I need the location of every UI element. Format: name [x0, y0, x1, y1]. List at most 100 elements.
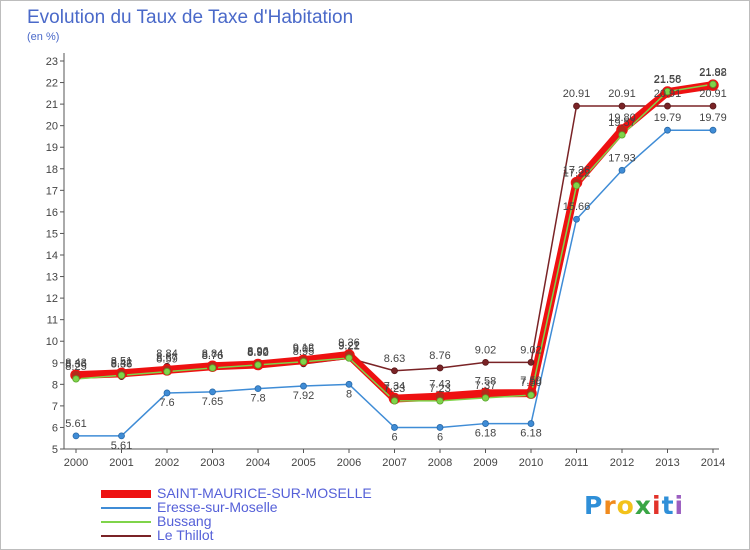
y-tick-label: 7 — [52, 401, 58, 413]
data-label: 8.51 — [111, 355, 132, 367]
legend-swatch — [101, 521, 151, 523]
y-tick-label: 14 — [46, 250, 58, 262]
data-point — [664, 126, 671, 134]
data-point — [709, 102, 717, 110]
data-label: 8.43 — [65, 357, 86, 369]
data-label: 9.05 — [293, 344, 314, 356]
data-label: 7.6 — [159, 397, 174, 409]
data-point — [481, 394, 490, 402]
data-label: 8.76 — [202, 350, 223, 362]
data-label: 20.91 — [563, 88, 591, 100]
data-label: 8.59 — [156, 354, 177, 366]
data-point — [163, 389, 171, 397]
data-label: 7.59 — [520, 375, 541, 387]
data-point — [482, 358, 489, 366]
y-tick-label: 21 — [46, 99, 58, 111]
data-label: 5.61 — [111, 440, 132, 452]
legend-swatch — [101, 507, 151, 509]
data-point — [391, 424, 398, 431]
x-tick-label: 2003 — [200, 457, 224, 469]
legend-swatch — [101, 490, 151, 498]
data-label: 6.18 — [475, 428, 496, 440]
data-point — [709, 80, 717, 88]
data-label: 9.02 — [520, 344, 541, 356]
data-label: 9.02 — [475, 344, 496, 356]
data-point — [663, 88, 672, 96]
data-label: 19.80 — [608, 112, 636, 124]
logo-letter: o — [616, 491, 635, 520]
data-label: 8.96 — [247, 346, 268, 358]
data-label: 8.84 — [202, 348, 223, 360]
data-point — [118, 432, 125, 440]
data-point — [345, 380, 353, 388]
data-label: 7.65 — [202, 396, 223, 408]
data-label: 21.56 — [654, 74, 682, 86]
data-point — [208, 364, 217, 372]
data-point — [482, 420, 489, 427]
y-tick-label: 16 — [46, 207, 58, 219]
data-label: 9.12 — [293, 342, 314, 354]
series-line-3 — [76, 105, 713, 378]
y-tick-label: 13 — [46, 272, 58, 284]
data-label: 8.25 — [65, 361, 86, 373]
data-label: 8 — [346, 388, 352, 400]
data-label: 9.21 — [338, 340, 359, 352]
proxiti-logo: Proxiti — [584, 491, 684, 520]
data-label: 6.18 — [520, 428, 541, 440]
data-label: 7.37 — [475, 380, 496, 392]
data-label: 9.22 — [338, 340, 359, 352]
y-tick-label: 23 — [46, 56, 58, 68]
x-tick-label: 2001 — [109, 457, 133, 469]
legend-label: SAINT-MAURICE-SUR-MOSELLE — [157, 485, 372, 501]
data-point — [573, 102, 580, 110]
data-point — [391, 367, 398, 375]
y-tick-label: 5 — [52, 444, 58, 456]
y-axis-unit-label: (en %) — [27, 31, 60, 43]
data-label: 7.50 — [520, 377, 541, 389]
x-tick-label: 2010 — [519, 457, 543, 469]
data-point — [572, 181, 581, 190]
data-label: 7.43 — [429, 379, 450, 391]
data-label: 8.36 — [111, 359, 132, 371]
y-tick-label: 15 — [46, 228, 58, 240]
y-tick-label: 8 — [52, 379, 58, 391]
data-label: 20.91 — [699, 88, 727, 100]
y-tick-label: 22 — [46, 78, 58, 90]
y-tick-label: 19 — [46, 142, 58, 154]
data-label: 8.67 — [156, 352, 177, 364]
data-point — [209, 388, 216, 396]
data-point — [300, 382, 307, 390]
data-point — [618, 166, 626, 174]
data-label: 7.92 — [293, 390, 314, 402]
x-tick-label: 2011 — [565, 457, 589, 469]
data-label: 17.22 — [563, 168, 591, 180]
data-point — [527, 420, 535, 427]
data-label: 5.61 — [65, 418, 86, 430]
data-point — [163, 368, 171, 376]
legend-label: Bussang — [157, 513, 212, 529]
data-label: 21.88 — [699, 67, 727, 79]
data-point — [345, 354, 353, 362]
data-label: 19.79 — [654, 112, 682, 124]
x-tick-label: 2007 — [382, 457, 406, 469]
x-tick-label: 2012 — [610, 457, 634, 469]
data-label: 8.95 — [293, 346, 314, 358]
x-tick-label: 2004 — [246, 457, 270, 469]
data-point — [573, 215, 580, 223]
data-point — [664, 102, 671, 110]
x-tick-label: 2009 — [473, 457, 497, 469]
x-tick-label: 2005 — [291, 457, 315, 469]
data-label: 20.91 — [654, 88, 682, 100]
data-label: 20.91 — [608, 88, 636, 100]
data-label: 8.42 — [111, 357, 132, 369]
logo-letter: x — [634, 491, 652, 520]
x-tick-label: 2013 — [655, 457, 679, 469]
data-label: 21.58 — [654, 74, 682, 86]
data-point — [254, 385, 262, 393]
x-tick-label: 2000 — [64, 457, 88, 469]
data-label: 8.76 — [429, 350, 450, 362]
y-tick-label: 18 — [46, 164, 58, 176]
data-label: 8.90 — [247, 347, 268, 359]
